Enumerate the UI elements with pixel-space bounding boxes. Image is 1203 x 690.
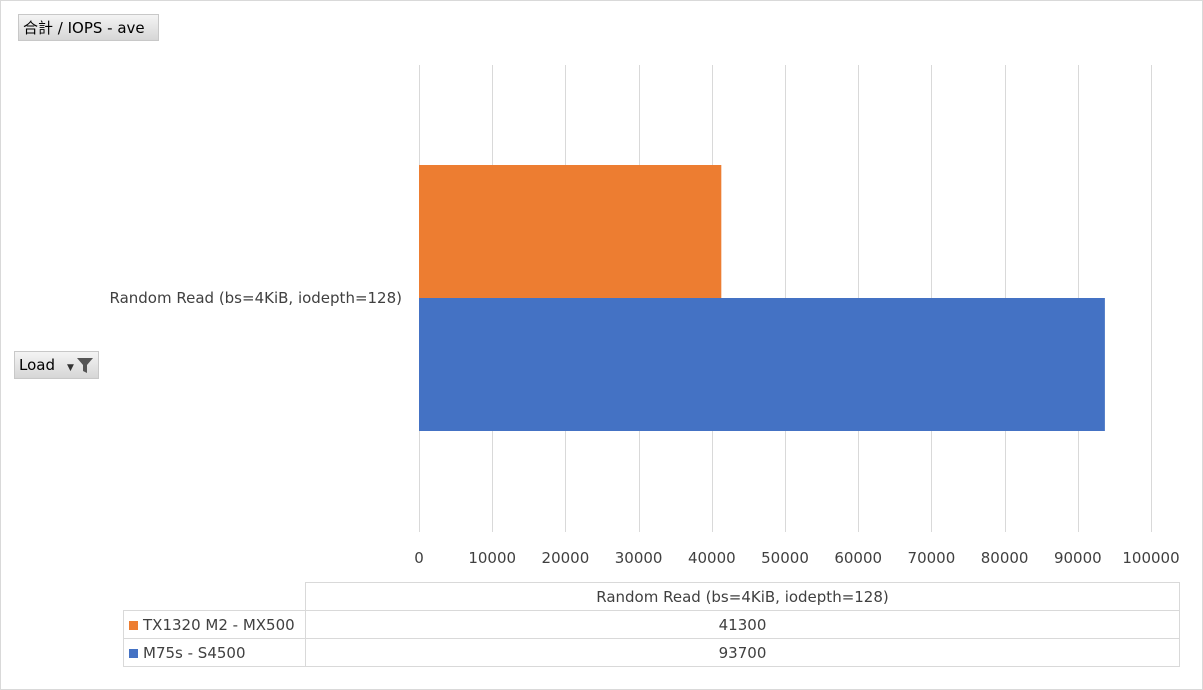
x-tick-label: 10000 <box>468 549 516 567</box>
y-axis-categories: Random Read (bs=4KiB, iodepth=128) <box>109 289 402 307</box>
bar-chart: 0 10000 20000 30000 40000 50000 60000 70000 8000… <box>109 65 1180 567</box>
x-axis-ticks: 0 10000 20000 30000 40000 50000 60000 70000 8000… <box>414 549 1179 567</box>
legend-label: M75s - S4500 <box>143 643 246 662</box>
x-tick-label: 100000 <box>1122 549 1179 567</box>
load-field-label: Load <box>19 356 55 374</box>
legend-swatch <box>129 648 138 658</box>
x-tick-label: 50000 <box>761 549 809 567</box>
table-corner <box>123 582 306 611</box>
x-tick-label: 70000 <box>908 549 956 567</box>
dropdown-arrow-icon: ▼ <box>66 363 74 373</box>
x-tick-label: 60000 <box>834 549 882 567</box>
x-tick-label: 80000 <box>981 549 1029 567</box>
bar-m75s-s4500[interactable] <box>419 298 1105 431</box>
x-tick-label: 30000 <box>615 549 663 567</box>
value-field-label: 合計 / IOPS - ave <box>23 19 145 37</box>
table-cell: 41300 <box>305 610 1180 639</box>
x-tick-label: 20000 <box>542 549 590 567</box>
legend-entry: TX1320 M2 - MX500 <box>123 610 306 639</box>
bar-tx1320-m2-mx500[interactable] <box>419 165 722 298</box>
legend-swatch <box>129 620 138 630</box>
table-cell: 93700 <box>305 638 1180 667</box>
data-table: Random Read (bs=4KiB, iodepth=128) TX1320… <box>123 582 1180 667</box>
x-tick-label: 0 <box>414 549 424 567</box>
category-label: Random Read (bs=4KiB, iodepth=128) <box>109 289 402 307</box>
x-tick-label: 40000 <box>688 549 736 567</box>
table-row: M75s - S4500 93700 <box>123 638 1180 667</box>
legend-entry: M75s - S4500 <box>123 638 306 667</box>
value-field-button[interactable]: 合計 / IOPS - ave <box>18 14 159 41</box>
load-field-button[interactable]: Load ▼ <box>14 351 99 379</box>
bars <box>419 165 1105 431</box>
legend-label: TX1320 M2 - MX500 <box>143 615 295 634</box>
x-tick-label: 90000 <box>1054 549 1102 567</box>
table-row: TX1320 M2 - MX500 41300 <box>123 610 1180 639</box>
filter-funnel-icon <box>76 358 93 373</box>
table-header: Random Read (bs=4KiB, iodepth=128) <box>305 582 1180 611</box>
